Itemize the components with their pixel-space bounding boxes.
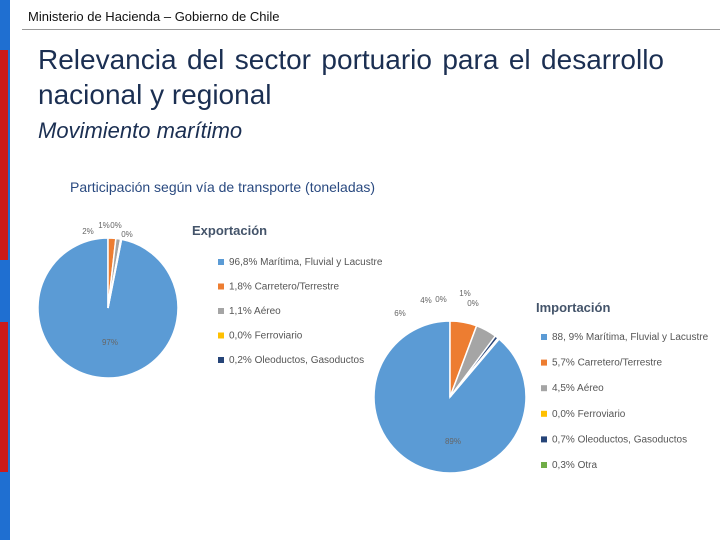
- legend-swatch: [218, 332, 224, 339]
- legend-swatch: [218, 283, 224, 290]
- pie-slice: [107, 238, 123, 309]
- legend-entry: 96,8% Marítima, Fluvial y Lacustre: [229, 257, 383, 268]
- slide-subtitle: Movimiento marítimo: [38, 118, 243, 143]
- pie-slice: [449, 337, 501, 398]
- slide-title: Relevancia del sector portuario para el …: [38, 44, 664, 110]
- legend-entry: 88, 9% Marítima, Fluvial y Lacustre: [552, 332, 709, 343]
- legend-entry: 0,2% Oleoductos, Gasoductos: [229, 355, 364, 366]
- legend-entry: 0,0% Ferroviario: [552, 409, 626, 420]
- data-label: 0%: [467, 299, 479, 308]
- legend-swatch: [541, 436, 547, 443]
- data-label: 89%: [445, 437, 461, 446]
- legend-swatch: [218, 259, 224, 265]
- side-red-bar-bottom: [0, 322, 8, 472]
- legend-swatch: [541, 359, 547, 366]
- legend-entry: 1,1% Aéreo: [229, 306, 281, 317]
- data-label: 1%: [98, 221, 110, 230]
- data-label: 1%: [459, 289, 471, 298]
- data-label: 0%: [110, 221, 122, 230]
- legend-swatch: [218, 308, 224, 314]
- chart-caption: Participación según vía de transporte (t…: [70, 179, 376, 195]
- legend-entry: 4,5% Aéreo: [552, 383, 604, 394]
- legend-entry: 5,7% Carretero/Terrestre: [552, 358, 662, 369]
- legend-swatch: [541, 410, 547, 417]
- data-label: 0%: [435, 295, 447, 304]
- pie-title: Exportación: [192, 223, 267, 238]
- legend-entry: 1,8% Carretero/Terrestre: [229, 282, 339, 293]
- side-red-bar-top: [0, 50, 8, 260]
- legend-entry: 0,3% Otra: [552, 460, 597, 471]
- header-divider: [22, 29, 720, 30]
- legend-entry: 0,0% Ferroviario: [229, 331, 303, 342]
- legend-entry: 0,7% Oleoductos, Gasoductos: [552, 434, 687, 445]
- header-text: Ministerio de Hacienda – Gobierno de Chi…: [28, 9, 280, 24]
- data-label: 4%: [420, 296, 432, 305]
- legend-swatch: [541, 385, 547, 392]
- pie-title: Importación: [536, 300, 610, 315]
- legend-swatch: [541, 334, 547, 340]
- data-label: 2%: [82, 227, 94, 236]
- data-label: 0%: [121, 230, 133, 239]
- data-label: 97%: [102, 338, 118, 347]
- legend-swatch: [218, 357, 224, 363]
- legend-swatch: [541, 462, 547, 468]
- data-label: 6%: [394, 309, 406, 318]
- side-accent-bar: [0, 0, 10, 540]
